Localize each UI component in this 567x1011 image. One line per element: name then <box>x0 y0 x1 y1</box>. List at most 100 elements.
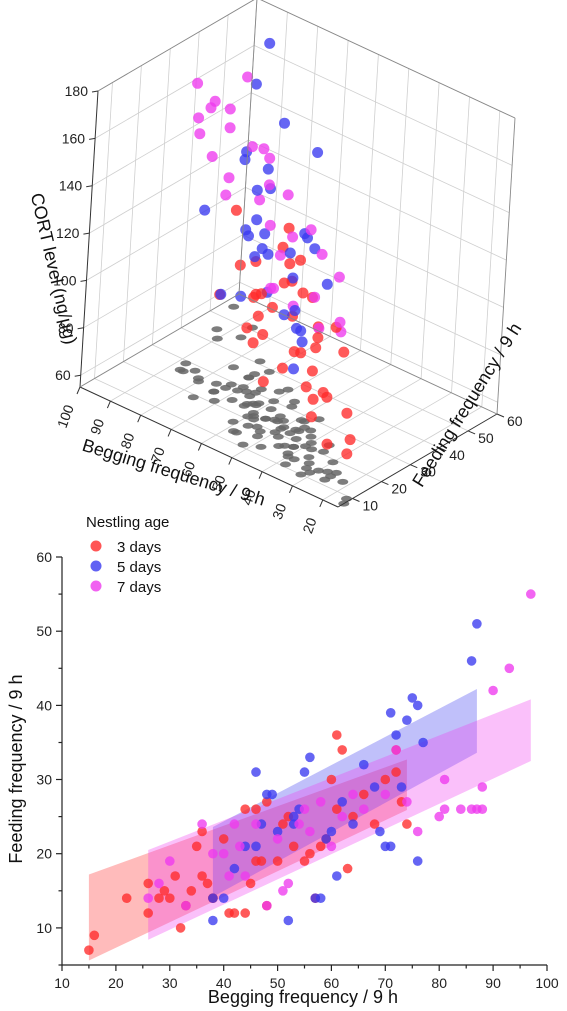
point-5-days <box>402 715 412 725</box>
point-7-days <box>439 804 450 814</box>
grid-line <box>123 65 142 362</box>
point-3-days <box>121 893 132 903</box>
point-3d-3-days <box>295 254 306 266</box>
grid-line <box>322 406 483 501</box>
x-tick-labels-3d: 20 30 40 50 60 70 80 90 100 <box>54 386 324 536</box>
point-3d-7-days <box>309 291 321 303</box>
shadow-point <box>325 473 337 480</box>
point-3d-7-days <box>224 103 236 115</box>
point-3d-3-days <box>234 259 246 271</box>
shadow-point <box>228 428 239 435</box>
legend-marker-5-days <box>90 560 102 572</box>
x-tick-label: 90 <box>485 975 501 991</box>
shadow-point <box>235 334 247 341</box>
shadow-point <box>192 375 204 382</box>
y-tick-mark <box>352 498 360 502</box>
point-3d-7-days <box>258 143 270 155</box>
point-3d-7-days <box>194 128 206 140</box>
x-tick-mark <box>228 457 233 465</box>
shadow-point <box>238 402 250 409</box>
x-tick-label-3d: 90 <box>87 416 107 436</box>
legend-label-7-days: 7 days <box>117 579 161 596</box>
box-edge <box>238 293 498 415</box>
point-3d-3-days <box>305 411 317 423</box>
y-tick-mark <box>496 413 505 418</box>
y-tick-label-3d: 30 <box>420 464 436 480</box>
point-5-days <box>385 708 396 718</box>
x-tick-label: 70 <box>378 975 394 991</box>
x-tick-label-3d: 100 <box>54 402 77 430</box>
box-edge <box>238 0 258 295</box>
z-tick-label: 180 <box>65 83 89 99</box>
point-3d-5-days <box>251 214 263 226</box>
shadow-point <box>250 389 261 396</box>
point-3-days <box>288 841 299 852</box>
point-5-days <box>407 693 418 703</box>
point-5-days <box>305 752 315 763</box>
point-3-days <box>305 848 315 859</box>
shadow-point <box>280 461 291 468</box>
shadow-point <box>211 335 223 342</box>
point-3-days <box>348 811 358 822</box>
point-3d-5-days <box>239 154 251 166</box>
grid-line <box>390 68 410 365</box>
point-7-days <box>456 804 466 814</box>
grid-line <box>94 82 113 379</box>
shadow-point <box>301 465 312 472</box>
shadow-points <box>174 303 352 507</box>
point-7-days <box>305 826 315 837</box>
point-5-days <box>267 789 278 800</box>
x-tick-label-3d: 50 <box>208 473 228 493</box>
point-3d-3-days <box>257 376 269 388</box>
x-tick-mark <box>197 443 202 451</box>
grid-line <box>245 187 504 308</box>
shadow-point <box>304 469 316 476</box>
point-3d-3-days <box>321 438 333 450</box>
box-edge <box>97 0 255 92</box>
chart-2d: 10 20 30 40 50 60 70 80 90 100 10 20 30 40 50 60 Beggi… <box>6 514 559 1007</box>
point-7-days <box>294 819 304 829</box>
point-3d-3-days <box>284 258 296 270</box>
point-3d-5-days <box>235 290 247 302</box>
grid-line <box>360 54 379 351</box>
point-3-days <box>143 878 153 889</box>
y-tick-labels-3d: 10 20 30 40 50 60 <box>352 413 523 514</box>
box-edge <box>496 117 516 415</box>
point-3d-7-days <box>274 249 286 261</box>
x-tick-label-3d: 60 <box>178 459 198 479</box>
point-3-days <box>229 908 240 918</box>
point-3-days <box>342 863 353 874</box>
y-tick-mark <box>439 447 447 452</box>
shadow-point <box>225 381 237 388</box>
z-tick-label: 140 <box>59 178 83 194</box>
point-3-days <box>202 878 213 889</box>
point-3-days <box>251 804 261 814</box>
point-5-days <box>369 782 380 792</box>
point-7-days <box>315 797 326 807</box>
point-3-days <box>272 856 283 866</box>
y-tick-label: 50 <box>36 623 52 639</box>
point-7-days <box>283 878 294 889</box>
point-3-days <box>175 923 186 933</box>
point-7-days <box>348 789 358 800</box>
point-3-days <box>84 945 94 955</box>
shadow-point <box>243 374 255 381</box>
shadow-point <box>272 433 284 440</box>
z-tick-label: 80 <box>58 320 74 336</box>
point-3d-3-days <box>247 337 259 349</box>
shadow-point <box>337 478 349 485</box>
point-7-days <box>278 886 288 896</box>
point-3d-3-days <box>283 222 295 234</box>
shadow-point <box>255 443 267 450</box>
y-tick-label: 40 <box>36 697 52 713</box>
grid-line <box>251 92 510 214</box>
point-3-days <box>326 774 337 785</box>
x-tick-label-3d: 80 <box>117 431 137 451</box>
point-3d-7-days <box>192 77 204 89</box>
point-7-days <box>235 841 245 852</box>
y-tick-mark <box>381 481 389 486</box>
point-5-days <box>472 619 482 629</box>
x-tick-label: 10 <box>54 975 70 991</box>
point-3d-3-days <box>307 393 319 405</box>
point-3d-5-days <box>295 325 307 337</box>
